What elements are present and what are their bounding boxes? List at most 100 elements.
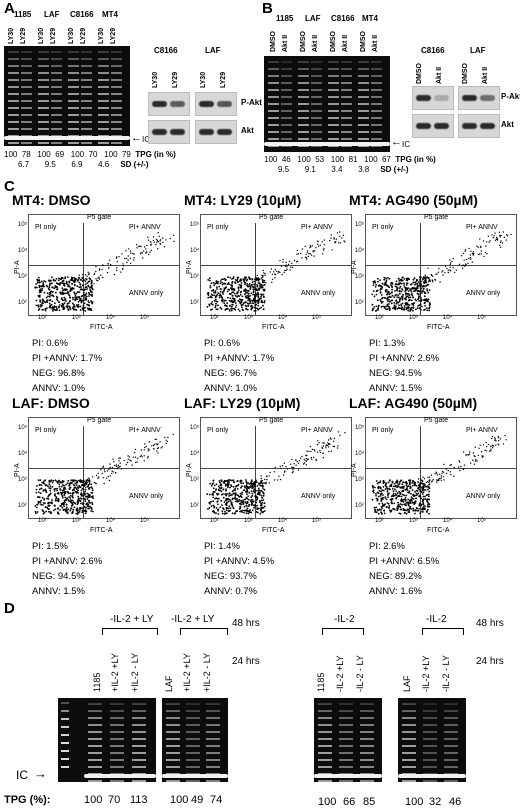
stat-pi: PI: 2.6% <box>369 541 405 552</box>
time-24-label: 24 hrs <box>476 656 504 667</box>
ic-arrow-icon: ← <box>391 136 402 148</box>
stat-pi-annv: PI +ANNV: 6.5% <box>369 556 440 567</box>
x-tick-label: 10³ <box>409 518 418 524</box>
stat-annv: ANNV: 1.6% <box>369 586 422 597</box>
stat-pi: PI: 0.6% <box>32 338 68 349</box>
x-tick-label: 10⁴ <box>106 518 116 524</box>
gel-a-cell-laf: LAF <box>44 10 60 19</box>
gel-a-lane-label: LY30 <box>68 27 75 44</box>
gel-a-ic-label: IC <box>142 135 150 144</box>
y-tick-label: 10² <box>190 503 199 509</box>
blot-b-row-akt: Akt <box>501 120 514 129</box>
x-tick-label: 10⁵ <box>312 315 322 321</box>
gel-a-lane-label: LY30 <box>98 27 105 44</box>
blot-b-cell-laf: LAF <box>470 46 486 55</box>
gel-b-lane-label: Akt II <box>282 34 289 52</box>
y-tick-label: 10² <box>190 300 199 306</box>
y-axis-label: PI-A <box>186 463 193 477</box>
flow-scatter-plot: P5 gate PI only PI+ ANNV ANNV only <box>28 417 180 519</box>
panel-c-letter: C <box>4 178 15 195</box>
group-2-bracket <box>180 628 228 635</box>
flow-plot-title: MT4: AG490 (50µM) <box>349 192 478 208</box>
lane-label: LAF <box>402 675 412 692</box>
blot-a-row-pakt: P-Akt <box>241 98 262 107</box>
x-tick-label: 10³ <box>244 315 253 321</box>
gel-b-image <box>264 56 390 152</box>
x-tick-label: 10⁴ <box>278 518 288 524</box>
stat-neg: NEG: 94.5% <box>369 368 422 379</box>
gel-d-3-image <box>314 698 382 782</box>
quadrant-annv-only: ANNV only <box>301 493 336 500</box>
tpg-value: 100 <box>405 796 424 808</box>
flow-stats: PI: 2.6% PI +ANNV: 6.5% NEG: 89.2% ANNV: 1.… <box>369 539 439 599</box>
y-tick-label: 10⁴ <box>18 451 28 457</box>
lane-label: +IL-2 - LY <box>202 652 212 692</box>
blot-a-cell-laf: LAF <box>205 46 221 55</box>
blot-b-lane: DMSO <box>462 63 469 84</box>
lane-label: LAF <box>164 675 174 692</box>
quadrant-annv-only: ANNV only <box>129 493 164 500</box>
x-tick-label: 10⁵ <box>477 315 487 321</box>
y-tick-label: 10² <box>18 300 27 306</box>
flow-scatter-plot: P5 gate PI only PI+ ANNV ANNV only <box>365 417 517 519</box>
gel-a-lane-label: LY29 <box>50 27 57 44</box>
tpg-value: 70 <box>108 794 121 806</box>
x-tick-label: 10⁵ <box>140 315 150 321</box>
y-tick-label: 10³ <box>18 477 27 483</box>
group-3-header: -IL-2 <box>334 614 355 625</box>
x-tick-label: 10⁴ <box>443 518 453 524</box>
gel-b-sd: 9.5 9.1 3.4 3.8 SD (+/-) <box>278 165 409 174</box>
y-tick-label: 10⁴ <box>190 451 200 457</box>
y-tick-label: 10⁵ <box>18 425 28 431</box>
blot-b-lane: Akt II <box>436 66 443 84</box>
gel-a-cell-c8166: C8166 <box>70 10 94 19</box>
stat-pi-annv: PI +ANNV: 1.7% <box>32 353 103 364</box>
y-axis-label: PI-A <box>351 463 358 477</box>
flow-stats: PI: 1.4% PI +ANNV: 4.5% NEG: 93.7% ANNV: 0.… <box>204 539 274 599</box>
blot-b-pakt-laf <box>458 86 500 110</box>
quadrant-annv-only: ANNV only <box>301 290 336 297</box>
gel-b-lane-label: Akt II <box>342 34 349 52</box>
panel-a-letter: A <box>4 0 15 17</box>
x-axis-label: FITC-A <box>427 527 450 534</box>
x-tick-label: 10² <box>375 518 384 524</box>
group-1-bracket <box>102 628 158 635</box>
gel-d-4-image <box>398 698 466 782</box>
y-axis-label: PI-A <box>351 260 358 274</box>
stat-pi-annv: PI +ANNV: 1.7% <box>204 353 275 364</box>
gel-b-lane-label: DMSO <box>330 31 337 52</box>
y-tick-label: 10⁵ <box>355 425 365 431</box>
stat-annv: ANNV: 1.0% <box>204 383 257 394</box>
gel-b-lane-label: Akt II <box>312 34 319 52</box>
y-tick-label: 10³ <box>18 274 27 280</box>
x-tick-label: 10² <box>210 518 219 524</box>
quadrant-pi-annv: PI+ ANNV <box>301 427 333 434</box>
gate-label: P5 gate <box>424 417 449 424</box>
blot-b-pakt-c8166 <box>412 86 454 110</box>
flow-stats: PI: 0.6% PI +ANNV: 1.7% NEG: 96.8% ANNV: 1.… <box>32 336 102 396</box>
flow-scatter-plot: P5 gate PI only PI+ ANNV ANNV only <box>200 214 352 316</box>
quadrant-pi-only: PI only <box>207 427 229 434</box>
stat-neg: NEG: 96.8% <box>32 368 85 379</box>
x-tick-label: 10³ <box>244 518 253 524</box>
stat-pi: PI: 0.6% <box>204 338 240 349</box>
tpg-value: 32 <box>429 796 442 808</box>
y-tick-label: 10⁴ <box>355 248 365 254</box>
gel-a-lane-label: LY30 <box>38 27 45 44</box>
stat-annv: ANNV: 1.5% <box>32 586 85 597</box>
y-tick-label: 10⁴ <box>190 248 200 254</box>
flow-plot-title: MT4: LY29 (10µM) <box>184 192 302 208</box>
stat-pi: PI: 1.4% <box>204 541 240 552</box>
gel-b-lane-label: Akt II <box>372 34 379 52</box>
quadrant-pi-annv: PI+ ANNV <box>129 427 161 434</box>
y-tick-label: 10⁵ <box>355 222 365 228</box>
gel-a-lane-label: LY29 <box>110 27 117 44</box>
stat-pi: PI: 1.5% <box>32 541 68 552</box>
x-tick-label: 10² <box>38 315 47 321</box>
blot-b-akt-c8166 <box>412 114 454 138</box>
gel-a-image <box>4 46 130 146</box>
tpg-value: 113 <box>130 794 148 806</box>
gel-d-2-image <box>162 698 228 782</box>
blot-a-lane: LY30 <box>152 71 159 88</box>
y-tick-label: 10² <box>18 503 27 509</box>
